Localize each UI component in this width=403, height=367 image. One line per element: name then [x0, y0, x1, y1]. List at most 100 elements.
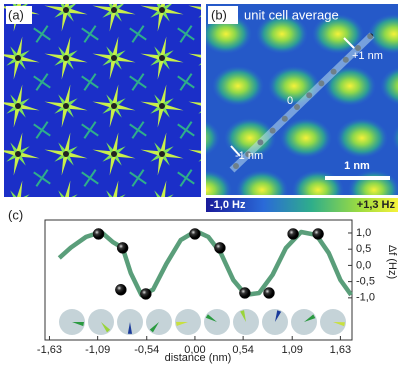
point — [189, 228, 201, 240]
spike — [150, 200, 163, 210]
icon-wedge — [101, 322, 111, 333]
molecule-center — [63, 7, 69, 13]
spike — [83, 33, 91, 43]
point — [116, 242, 129, 254]
spike — [63, 36, 71, 59]
blob — [132, 0, 184, 2]
blob — [224, 118, 276, 158]
spike — [188, 246, 210, 253]
spike — [234, 218, 240, 226]
spike — [90, 266, 96, 274]
spike — [132, 226, 138, 234]
label-box — [6, 6, 32, 24]
spike — [44, 149, 67, 157]
spike — [111, 84, 119, 107]
spike — [44, 53, 67, 61]
spike — [129, 75, 139, 83]
blob — [356, 0, 403, 2]
point — [92, 228, 105, 240]
spike — [35, 129, 43, 139]
spike — [41, 177, 51, 185]
point — [239, 287, 251, 299]
spike — [54, 200, 67, 210]
spike — [109, 153, 117, 176]
spike — [89, 177, 99, 185]
marker — [343, 37, 355, 49]
spike — [159, 36, 167, 59]
spike — [10, 190, 17, 197]
x-tick-label: -1,09 — [85, 344, 110, 356]
molecule-center — [63, 55, 69, 61]
spike — [61, 57, 69, 80]
spike — [198, 159, 201, 162]
spike — [66, 200, 88, 207]
spike — [185, 129, 195, 137]
colorbar — [206, 198, 398, 212]
spike — [71, 194, 78, 197]
spike — [92, 198, 114, 205]
y-tick-label: 0,5 — [356, 243, 371, 255]
spike — [81, 27, 91, 35]
spike — [34, 268, 42, 274]
point — [140, 288, 152, 300]
spike — [113, 103, 136, 111]
spike — [276, 274, 282, 282]
molecule-center — [63, 199, 69, 205]
spike — [63, 132, 71, 155]
scale-label: 1 nm — [344, 160, 370, 172]
spike — [161, 103, 184, 111]
blob — [368, 14, 398, 54]
spike — [185, 25, 193, 35]
spike — [89, 129, 99, 137]
spike — [198, 15, 201, 18]
spike — [33, 27, 43, 35]
spike — [16, 228, 23, 250]
spike — [185, 73, 193, 83]
spike — [167, 194, 174, 197]
molecule-center — [159, 151, 165, 157]
spike — [41, 33, 51, 41]
spike — [61, 9, 69, 32]
spike — [185, 81, 195, 89]
spike — [161, 180, 167, 197]
molecule-center — [111, 151, 117, 157]
spike — [44, 246, 66, 253]
molecule-pattern — [4, 4, 282, 282]
spike — [17, 242, 30, 252]
blob — [256, 14, 308, 54]
spike — [102, 248, 115, 258]
icon-wedge — [240, 310, 246, 322]
plot-frame — [44, 219, 353, 341]
spike — [83, 81, 91, 91]
colorbar-label: +1,3 Hz — [357, 199, 396, 211]
spike — [109, 9, 117, 32]
spike — [159, 84, 167, 107]
spike — [276, 226, 282, 234]
spike — [13, 57, 21, 80]
point — [263, 287, 275, 299]
spike — [92, 53, 115, 61]
blob — [212, 66, 264, 106]
spike — [129, 123, 139, 131]
icon-wedge — [333, 322, 345, 327]
molecule-center — [111, 247, 117, 253]
blob — [380, 66, 398, 106]
spike — [92, 5, 115, 13]
panel-label: (b) — [211, 7, 227, 22]
spike — [179, 33, 187, 43]
spike — [89, 73, 97, 83]
molecule-center — [63, 103, 69, 109]
molecule-center — [159, 103, 165, 109]
spike — [41, 129, 51, 137]
spike — [186, 266, 192, 274]
blob — [268, 66, 320, 106]
spike — [188, 149, 201, 154]
spike — [159, 132, 167, 155]
spike — [33, 123, 43, 131]
spike — [236, 246, 258, 253]
spike — [41, 25, 49, 35]
spike — [111, 36, 119, 59]
orientation-icons — [59, 309, 346, 335]
annotation: unit cell average — [244, 7, 339, 22]
spike — [23, 194, 30, 197]
